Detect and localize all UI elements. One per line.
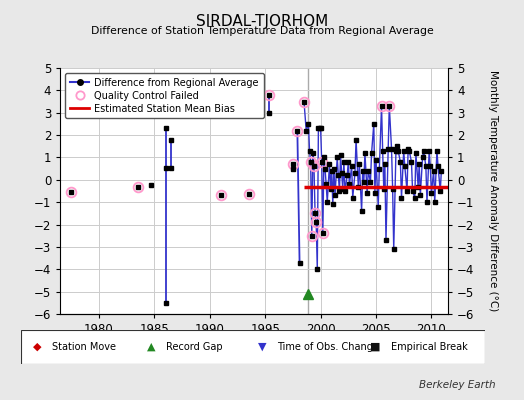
Legend: Difference from Regional Average, Quality Control Failed, Estimated Station Mean: Difference from Regional Average, Qualit… — [65, 73, 264, 118]
Text: Berkeley Earth: Berkeley Earth — [419, 380, 495, 390]
Text: SIRDAL-TJORHOM: SIRDAL-TJORHOM — [196, 14, 328, 29]
Text: Time of Obs. Change: Time of Obs. Change — [277, 342, 379, 352]
Text: Difference of Station Temperature Data from Regional Average: Difference of Station Temperature Data f… — [91, 26, 433, 36]
Text: ■: ■ — [370, 342, 381, 352]
Text: ◆: ◆ — [33, 342, 41, 352]
Text: Record Gap: Record Gap — [166, 342, 222, 352]
FancyBboxPatch shape — [21, 330, 485, 364]
Text: ▼: ▼ — [258, 342, 266, 352]
Text: Station Move: Station Move — [52, 342, 116, 352]
Text: ▲: ▲ — [147, 342, 155, 352]
Y-axis label: Monthly Temperature Anomaly Difference (°C): Monthly Temperature Anomaly Difference (… — [488, 70, 498, 312]
Text: Empirical Break: Empirical Break — [390, 342, 467, 352]
